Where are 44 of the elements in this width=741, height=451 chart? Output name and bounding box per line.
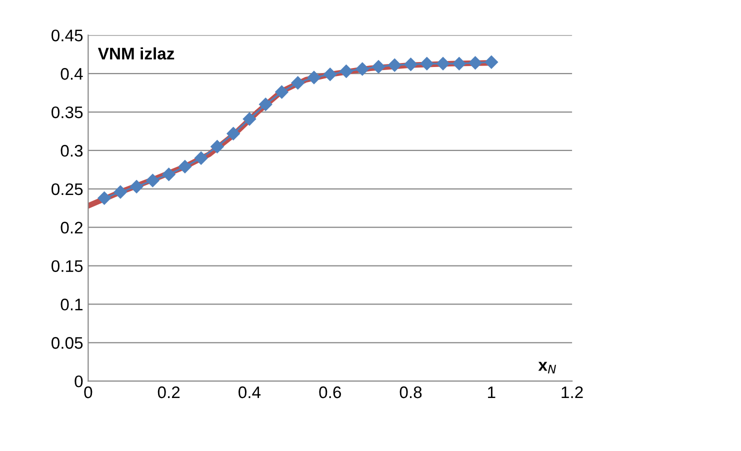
point xyxy=(372,60,386,74)
point xyxy=(194,152,208,165)
y-tick-label: 0.2 xyxy=(60,222,82,234)
point xyxy=(452,57,466,70)
x-axis-title: x$_{N}$ xyxy=(538,362,556,374)
x-tick-label: 0.4 xyxy=(238,386,261,398)
point xyxy=(178,160,192,174)
y-tick-label: 0.05 xyxy=(52,337,83,349)
y-tick-label: 0 xyxy=(74,375,83,388)
y-tick-label: 0.3 xyxy=(60,144,83,157)
x-tick-label: 0.8 xyxy=(400,386,422,398)
point xyxy=(114,185,128,199)
point xyxy=(468,56,482,70)
y-tick-label: 0.1 xyxy=(60,298,83,310)
x-tick-label: 0 xyxy=(84,386,92,398)
point xyxy=(436,57,450,70)
y-tick-label: 0.35 xyxy=(52,106,83,118)
point xyxy=(275,85,288,99)
x-tick-label: 0.2 xyxy=(158,386,180,398)
point xyxy=(324,68,337,81)
y-tick-label: 0.4 xyxy=(60,68,83,80)
point xyxy=(340,64,353,78)
point xyxy=(307,70,321,84)
point xyxy=(259,98,272,111)
point xyxy=(242,112,256,126)
x-tick-label: 0.6 xyxy=(319,386,341,398)
x-tick-label: 1 xyxy=(488,386,496,398)
x-tick-label: 1.2 xyxy=(562,386,583,398)
point xyxy=(146,174,160,188)
point xyxy=(420,57,434,70)
point xyxy=(98,192,111,205)
y-tick-label: 0.45 xyxy=(52,30,83,42)
y-tick-label: 0.15 xyxy=(52,260,83,272)
text: VNM izlaz xyxy=(98,47,174,60)
y-tick-label: 0.25 xyxy=(52,183,83,196)
point xyxy=(162,168,176,181)
point xyxy=(388,58,402,72)
point xyxy=(404,58,418,71)
point xyxy=(130,180,144,194)
point xyxy=(356,62,369,76)
point xyxy=(484,55,498,69)
point xyxy=(210,140,224,154)
point xyxy=(291,76,304,90)
point xyxy=(226,126,240,140)
